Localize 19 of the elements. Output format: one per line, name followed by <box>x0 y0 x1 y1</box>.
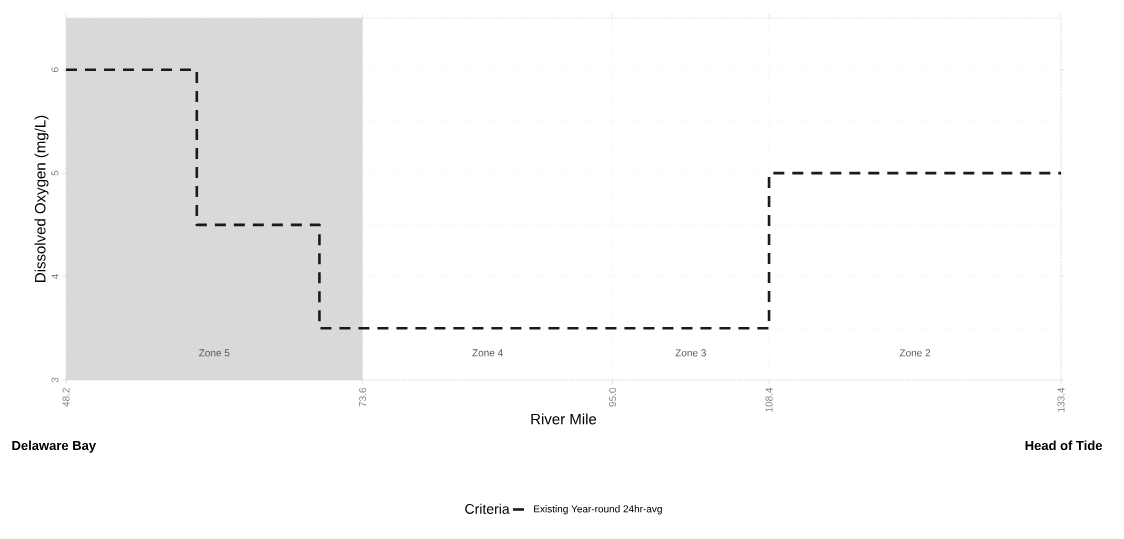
annotation: Zone 2 <box>899 349 931 357</box>
y-tick-label: 4 <box>51 274 59 280</box>
annotation: Zone 4 <box>472 349 503 357</box>
annotation: Zone 3 <box>675 349 706 357</box>
x-tick-label: 48.2 <box>62 388 70 407</box>
x-tick-label: 133.4 <box>1057 387 1065 412</box>
y-axis-title: Dissolved Oxygen (mg/L) <box>34 115 49 282</box>
text: Head of Tide <box>1025 440 1103 451</box>
band-label: Zone 5 <box>199 349 230 357</box>
x-tick-label: 73.6 <box>359 387 367 407</box>
x-tick-label: 95.0 <box>609 387 617 407</box>
x-tick-label: 108.4 <box>765 387 773 412</box>
y-tick-label: 5 <box>51 170 59 176</box>
text: Delaware Bay <box>12 440 96 453</box>
legend-label: Existing Year-round 24hr-avg <box>534 505 662 515</box>
legend-title: Criteria <box>465 503 510 514</box>
y-tick-label: 3 <box>51 377 59 383</box>
y-tick-label: 6 <box>51 67 59 72</box>
x-axis-title: River Mile <box>531 413 597 425</box>
